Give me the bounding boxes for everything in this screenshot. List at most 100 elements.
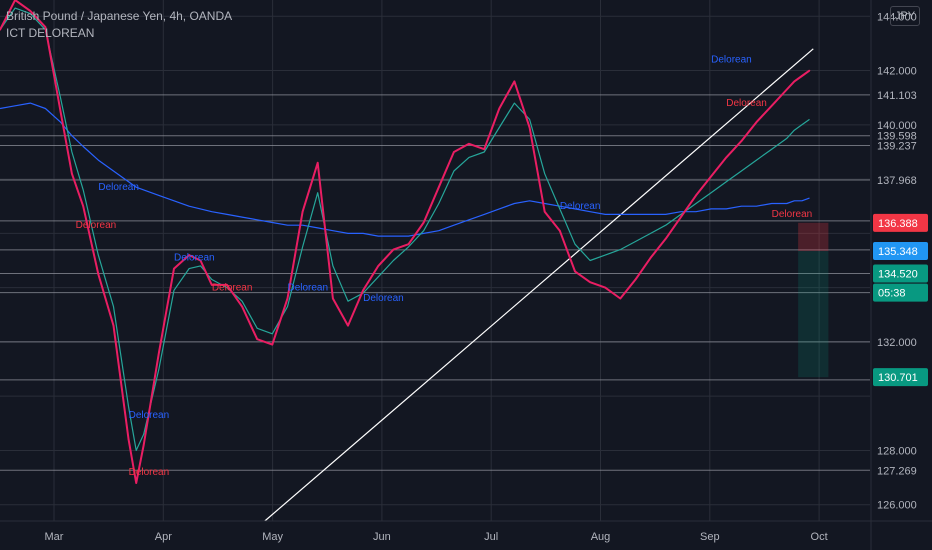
price-badge-label: 136.388 [878,218,918,230]
price-point [97,273,100,275]
price-point [316,162,319,164]
x-tick-label: Jul [484,531,498,543]
trendline [264,48,814,522]
price-point [483,148,485,151]
x-tick-label: May [262,531,283,543]
price-point [695,194,697,197]
delorean-label: Delorean [98,182,139,193]
price-point [301,210,304,213]
y-tick-label: 128.000 [877,445,917,457]
price-point [755,121,758,123]
price-point [112,324,115,327]
price-point [82,205,85,208]
price-point [808,69,811,72]
y-tick-label: 139.598 [877,131,917,143]
price-badge-label: 130.701 [878,372,918,384]
price-point [127,438,130,441]
price-badge [873,368,928,387]
price-point [710,175,712,178]
price-point [437,186,440,189]
delorean-label: Delorean [129,467,170,478]
price-point [135,482,137,484]
price-point [173,267,175,270]
price-point [801,75,803,77]
price-point [453,151,455,153]
y-tick-label: 142.000 [877,66,917,78]
price-point [680,216,682,218]
price-point [347,324,349,327]
currency-button[interactable]: JPY [890,6,920,26]
indicator-title[interactable]: ICT DELOREAN [6,26,95,40]
projection-profit-zone [798,251,829,378]
price-point [142,444,145,446]
price-point [286,297,289,300]
x-tick-label: Aug [591,531,611,543]
price-badge-label: 135.348 [878,246,918,258]
price-point [725,156,728,159]
price-badge-label: 05:38 [878,288,906,300]
delorean-label: Delorean [726,98,767,109]
price-point [241,305,243,308]
price-badge [873,213,928,232]
price-point [256,338,259,340]
price-point [770,105,773,107]
price-point [14,0,16,1]
price-point [362,289,364,292]
price-point [785,88,788,91]
x-tick-label: Jun [373,531,391,543]
price-point [271,343,274,346]
price-point [543,210,546,213]
price-point [619,297,622,300]
x-tick-label: Apr [155,531,172,543]
price-point [528,126,531,129]
price-point [589,281,591,284]
price-point [377,265,380,267]
y-tick-label: 141.103 [877,90,917,102]
price-point [649,256,652,259]
price-point [634,278,637,281]
price-badge-label: 134.520 [878,269,918,281]
delorean-label: Delorean [76,220,117,231]
price-point [71,172,73,175]
price-point [604,286,607,289]
price-point [392,248,395,251]
price-point [740,140,743,142]
price-point [574,270,576,273]
projection-loss-zone [798,222,829,252]
y-tick-label: 140.000 [877,120,917,132]
price-point [793,80,796,83]
y-tick-label: 144.000 [877,11,917,23]
delorean-label: Delorean [363,293,404,304]
price-point [59,110,62,113]
series-line-moving-average-mid [0,7,810,451]
symbol-title: British Pound / Japanese Yen, 4h, OANDA [6,9,233,23]
price-point [188,254,190,256]
price-point [44,26,47,28]
delorean-label: Delorean [287,282,328,293]
price-point [0,29,1,31]
delorean-label: Delorean [772,209,813,220]
y-tick-label: 126.000 [877,500,917,512]
series-line-price [0,0,811,484]
y-tick-label: 137.968 [877,175,917,187]
price-point [498,107,501,110]
delorean-label: Delorean [560,201,601,212]
delorean-label: Delorean [212,282,253,293]
price-point [158,351,160,354]
price-badge [873,242,928,261]
price-point [664,237,667,240]
price-point [407,243,410,246]
delorean-label: Delorean [711,54,752,65]
price-point [226,284,228,286]
delorean-label: Delorean [129,410,170,421]
price-point [211,284,213,286]
delorean-label: Delorean [174,253,215,264]
price-point [29,10,32,12]
y-tick-label: 139.237 [877,141,917,153]
series-line-moving-average-slow [0,102,810,237]
price-point [332,297,334,300]
y-tick-label: 127.269 [877,465,917,477]
price-badge [873,283,928,302]
